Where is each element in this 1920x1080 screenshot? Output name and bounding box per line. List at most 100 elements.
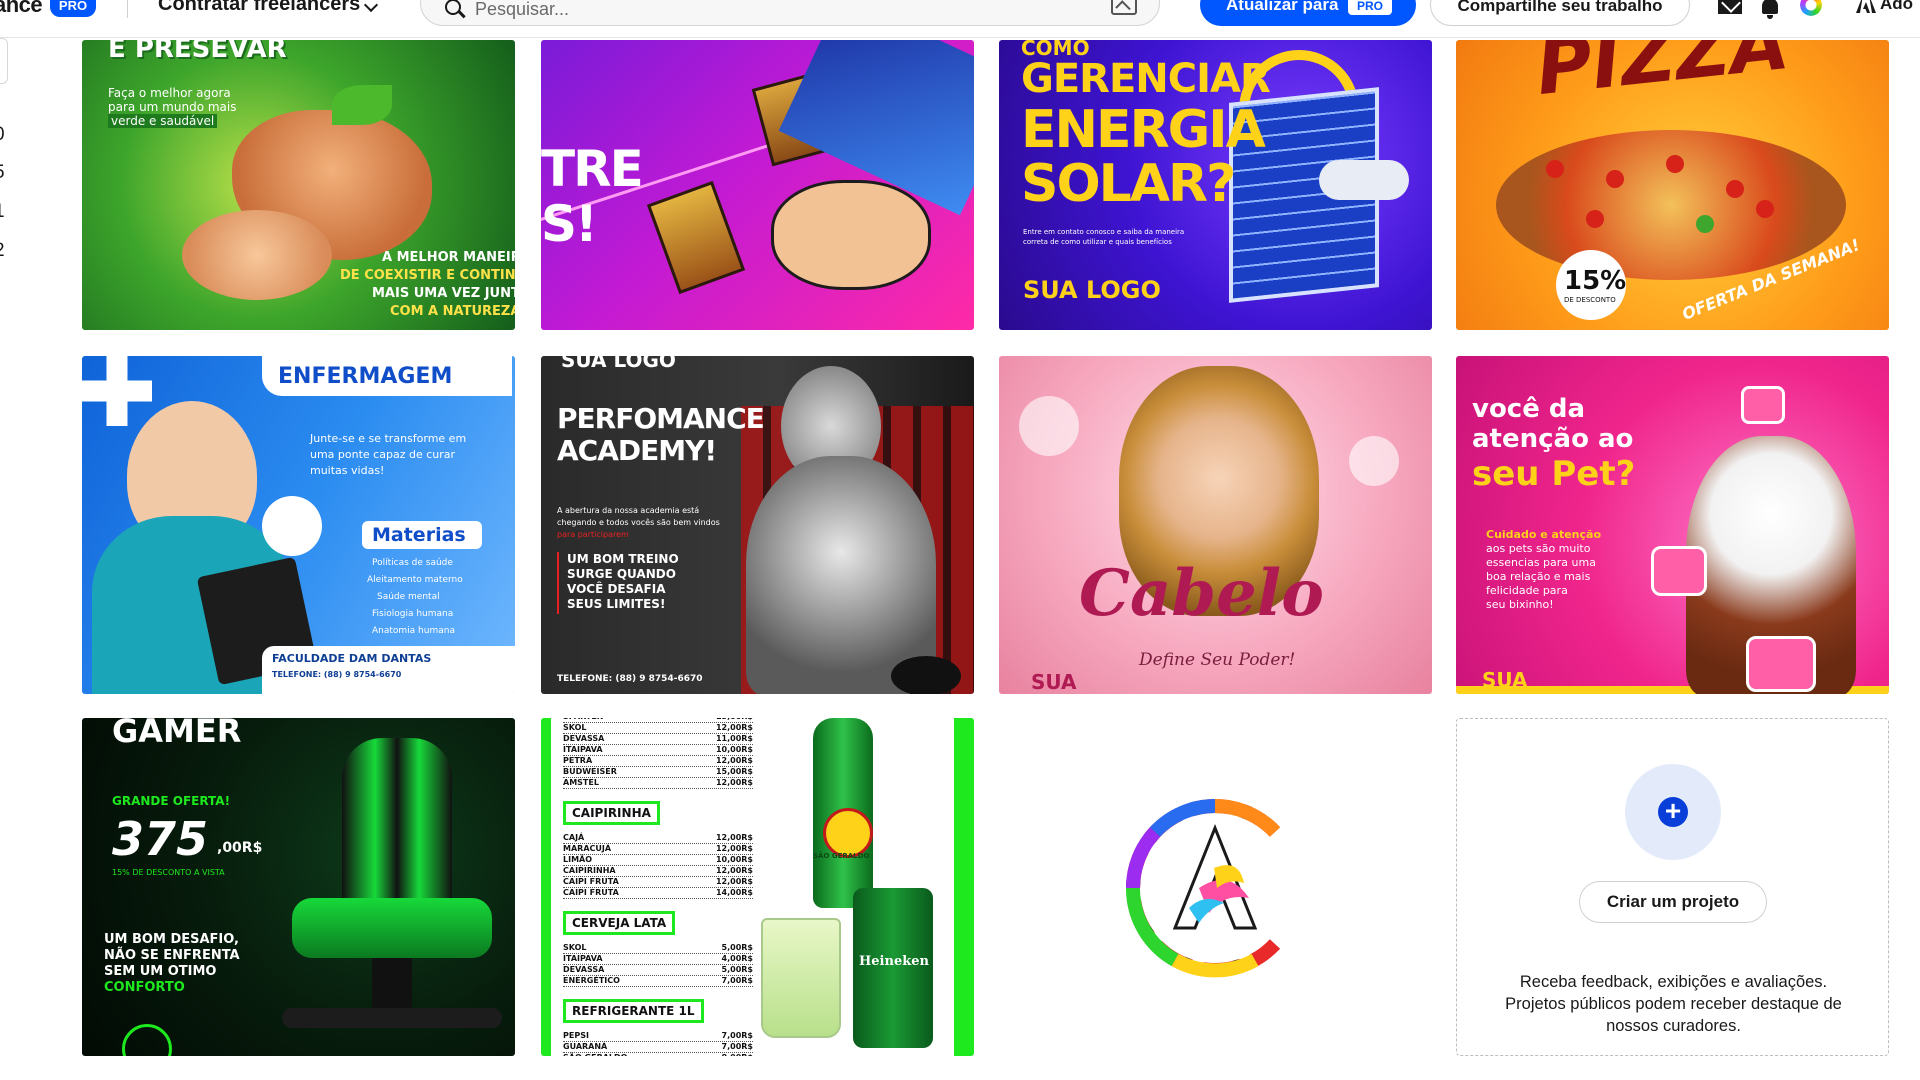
share-work-button[interactable]: Compartilhe seu trabalho [1430,0,1690,26]
menu-row: ITAIPAVA 10,00R$ [563,745,753,756]
plus-icon: + [1658,797,1688,827]
chair-seat [292,898,492,958]
pointing-hand [771,180,931,290]
project-card-pet[interactable]: você da atenção ao seu Pet? Cuidado e at… [1456,356,1889,694]
discount-badge [1556,250,1626,320]
menu-item-price: 10,00R$ [715,855,753,864]
menu-item-price: 10,00R$ [715,745,753,754]
menu-item-price: 14,00R$ [715,888,753,897]
menu-item-price: 7,00R$ [721,1031,753,1040]
menu-row: ENERGÉTICO 7,00R$ [563,976,753,987]
menu-item-name: BUDWEISER [563,767,617,776]
menu-row: BUDWEISER 15,00R$ [563,767,753,778]
project-thumbnail: Cabelo Define Seu Poder! SUA [999,356,1432,694]
card-heading: ACADEMY! [557,434,717,467]
sprout-leaf [332,85,392,125]
menu-item-price: 15,00R$ [716,718,753,722]
project-card-gamer-chair[interactable]: GAMER GRANDE OFERTA! 375 ,00R$ 15% DE DE… [82,718,515,1056]
menu-item-name: AMSTEL [563,778,599,787]
hire-freelancers-menu[interactable]: Contratar freelancers [158,0,361,15]
menu-item-name: SPARTEN [563,718,604,722]
card-heading: GAMER [112,718,242,750]
search-input[interactable] [475,0,1075,20]
menu-item-name: DEVASSA [563,734,605,743]
create-project-card[interactable]: + Criar um projeto Receba feedback, exib… [1456,718,1889,1056]
menu-item-name: ITAIPAVA [563,745,603,754]
search-icon [445,0,461,15]
card-text: A MELHOR MANEIRA [382,250,515,265]
card-text: Entre em contato conosco e saiba da mane… [1023,228,1185,236]
project-card-gym[interactable]: SUA LOGO PERFOMANCE ACADEMY! A abertura … [541,356,974,694]
mail-icon[interactable] [1718,0,1742,14]
subject-item: Saúde mental [377,592,440,602]
card-text: boa relação e mais [1486,570,1591,583]
menu-item-name: CAIPIRINHA [563,866,616,875]
menu-category: REFRIGERANTE 1L [563,999,704,1023]
price-value: 375 [112,812,209,866]
card-text: essencias para uma [1486,556,1596,569]
project-card-nursing[interactable]: ENFERMAGEM Junte-se e se transforme em u… [82,356,515,694]
card-text: muitas vidas! [310,464,385,477]
adobe-label[interactable]: Ado [1880,0,1914,13]
card-text: SEUS LIMITES! [567,597,666,611]
subject-item: Aleitamento materno [367,575,463,585]
caipirinha-glass [761,918,841,1038]
woman-portrait [1119,366,1319,616]
subject-item: Políticas de saúde [372,558,453,568]
card-text: para um mundo mais [108,100,237,114]
menu-item-name: SKOL [563,943,587,952]
pizza-illustration [1496,130,1846,280]
project-card-pizza[interactable]: PIZZA 15% DE DESCONTO OFERTA DA SEMANA! [1456,40,1889,330]
upgrade-pro-button[interactable]: Atualizar para PRO [1200,0,1416,26]
project-card-card-game[interactable]: TRE S! [541,40,974,330]
project-thumbnail: TRE S! [541,40,974,330]
behance-logo[interactable]: ance [0,0,43,17]
project-card-drinks-menu[interactable]: SPARTEN 15,00R$ SKOL 12,00R$ DEVASSA 11,00R$ I… [541,718,974,1056]
card-text: DE COEXISTIR E CONTINUAR [340,268,515,283]
flower-decoration [1349,436,1399,486]
title-banner [262,356,512,396]
chevron-down-icon[interactable] [363,0,379,13]
image-search-icon[interactable] [1111,0,1137,15]
pro-badge: PRO [50,0,96,17]
dumbbell [891,656,961,694]
create-project-button[interactable]: Criar um projeto [1579,881,1767,923]
project-thumbnail: você da atenção ao seu Pet? Cuidado e at… [1456,356,1889,694]
bell-icon[interactable] [1762,0,1778,19]
menu-item-price: 12,00R$ [715,866,753,875]
chair-legs [282,1008,502,1028]
creative-cloud-icon[interactable] [1800,0,1822,16]
card-text: seu bixinho! [1486,598,1554,611]
description-line: Projetos públicos podem receber destaque… [1505,995,1842,1013]
project-card-solar-energy[interactable]: COMO GERENCIAR ENERGIA SOLAR? Entre em c… [999,40,1432,330]
search-bar[interactable] [420,0,1160,26]
card-heading: seu Pet? [1472,454,1636,494]
menu-item-name: SÃO GERALDO [563,1053,627,1056]
project-card-nature[interactable]: E PRESEVAR Faça o melhor agora para um m… [82,40,515,330]
card-heading: Cabelo [1079,556,1324,631]
adobe-icon[interactable] [1856,0,1876,14]
description-line: nossos curadores. [1606,1017,1741,1035]
menu-item-name: PEPSI [563,1031,589,1040]
card-text: VOCÊ DESAFIA [567,582,666,596]
card-text: CONFORTO [104,980,185,995]
card-heading: SOLAR? [1021,154,1236,214]
project-card-logo[interactable] [999,718,1432,1056]
profile-panel-edge [0,38,8,84]
phone-text: TELEFONE: (88) 9 8754-6670 [272,670,402,679]
menu-item-price: 12,00R$ [715,723,753,732]
menu-row: DEVASSA 5,00R$ [563,965,753,976]
card-text: verde e saudável [108,114,218,128]
project-card-hair[interactable]: Cabelo Define Seu Poder! SUA [999,356,1432,694]
card-text: Define Seu Poder! [1139,650,1296,670]
card-text: para participarem [557,530,629,539]
menu-item-name: LIMÃO [563,855,593,864]
add-project-circle[interactable]: + [1625,764,1721,860]
menu-item-price: 11,00R$ [715,734,753,743]
bottle-label-text: SÃO GERALDO [813,852,870,860]
card-text: felicidade para [1486,584,1568,597]
menu-item-name: CAJÁ [563,833,585,842]
card-text: SURGE QUANDO [567,567,676,581]
trading-card [646,180,746,295]
project-thumbnail: SUA LOGO PERFOMANCE ACADEMY! A abertura … [541,356,974,694]
